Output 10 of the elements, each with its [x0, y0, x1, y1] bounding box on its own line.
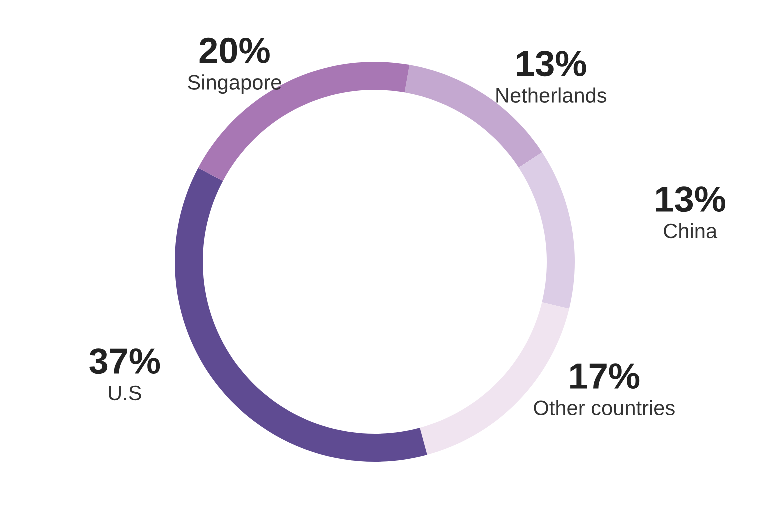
data-label: 37%: [90, 348, 160, 374]
data-label: 17%: [570, 364, 640, 390]
data-label: 20%: [200, 38, 270, 64]
slice-label: China: [664, 223, 718, 239]
slice-label: U.S: [109, 386, 142, 401]
slice-label: Other countries: [534, 400, 675, 416]
slice-label: Singapore: [188, 74, 282, 94]
data-label: 13%: [656, 186, 726, 212]
slice-label: Netherlands: [496, 88, 607, 103]
data-label: 13%: [517, 50, 586, 77]
